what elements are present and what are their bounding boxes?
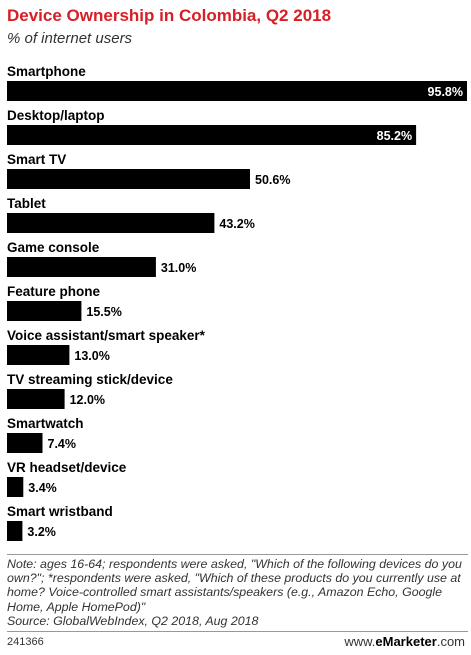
category-label: TV streaming stick/device (7, 372, 173, 387)
bar (7, 301, 82, 321)
category-label: Smartwatch (7, 416, 84, 431)
chart-title: Device Ownership in Colombia, Q2 2018 (7, 6, 332, 25)
value-label: 13.0% (74, 349, 109, 363)
category-label: Desktop/laptop (7, 108, 105, 123)
note-text: Note: ages 16-64; respondents were asked… (7, 557, 462, 614)
chart-subtitle: % of internet users (7, 30, 133, 47)
category-label: Voice assistant/smart speaker* (7, 328, 206, 343)
brand-link[interactable]: www.eMarketer.com (344, 634, 465, 649)
brand-prefix: www. (344, 634, 376, 649)
category-label: Smartphone (7, 64, 86, 79)
value-label: 3.2% (27, 525, 56, 539)
footer-divider-top (7, 554, 468, 555)
category-label: Feature phone (7, 284, 101, 299)
bar (7, 521, 23, 541)
bar (7, 345, 70, 365)
bar (7, 257, 156, 277)
category-label: Tablet (7, 196, 46, 211)
value-label: 50.6% (255, 173, 290, 187)
value-label: 95.8% (428, 85, 463, 99)
value-label: 85.2% (377, 129, 412, 143)
chart-id: 241366 (7, 636, 44, 648)
value-label: 7.4% (48, 437, 77, 451)
category-label: VR headset/device (7, 460, 127, 475)
bar (7, 389, 65, 409)
bar (7, 169, 250, 189)
bar (7, 81, 467, 101)
value-label: 31.0% (161, 261, 196, 275)
source-text: Source: GlobalWebIndex, Q2 2018, Aug 201… (7, 613, 259, 628)
bar (7, 477, 24, 497)
brand-name: eMarketer (375, 634, 437, 649)
category-label: Smart TV (7, 152, 66, 167)
category-label: Smart wristband (7, 504, 113, 519)
value-label: 3.4% (28, 481, 57, 495)
bar (7, 125, 417, 145)
footer-notes: Note: ages 16-64; respondents were asked… (7, 557, 468, 628)
category-label: Game console (7, 240, 100, 255)
bar (7, 213, 215, 233)
brand-suffix: .com (436, 634, 465, 649)
value-label: 15.5% (86, 305, 121, 319)
bar (7, 433, 43, 453)
footer-divider-bottom (7, 631, 468, 632)
bar-chart: Smartphone 95.8% Desktop/laptop 85.2% Smart … (7, 64, 467, 541)
value-label: 12.0% (70, 393, 105, 407)
value-label: 43.2% (219, 217, 254, 231)
